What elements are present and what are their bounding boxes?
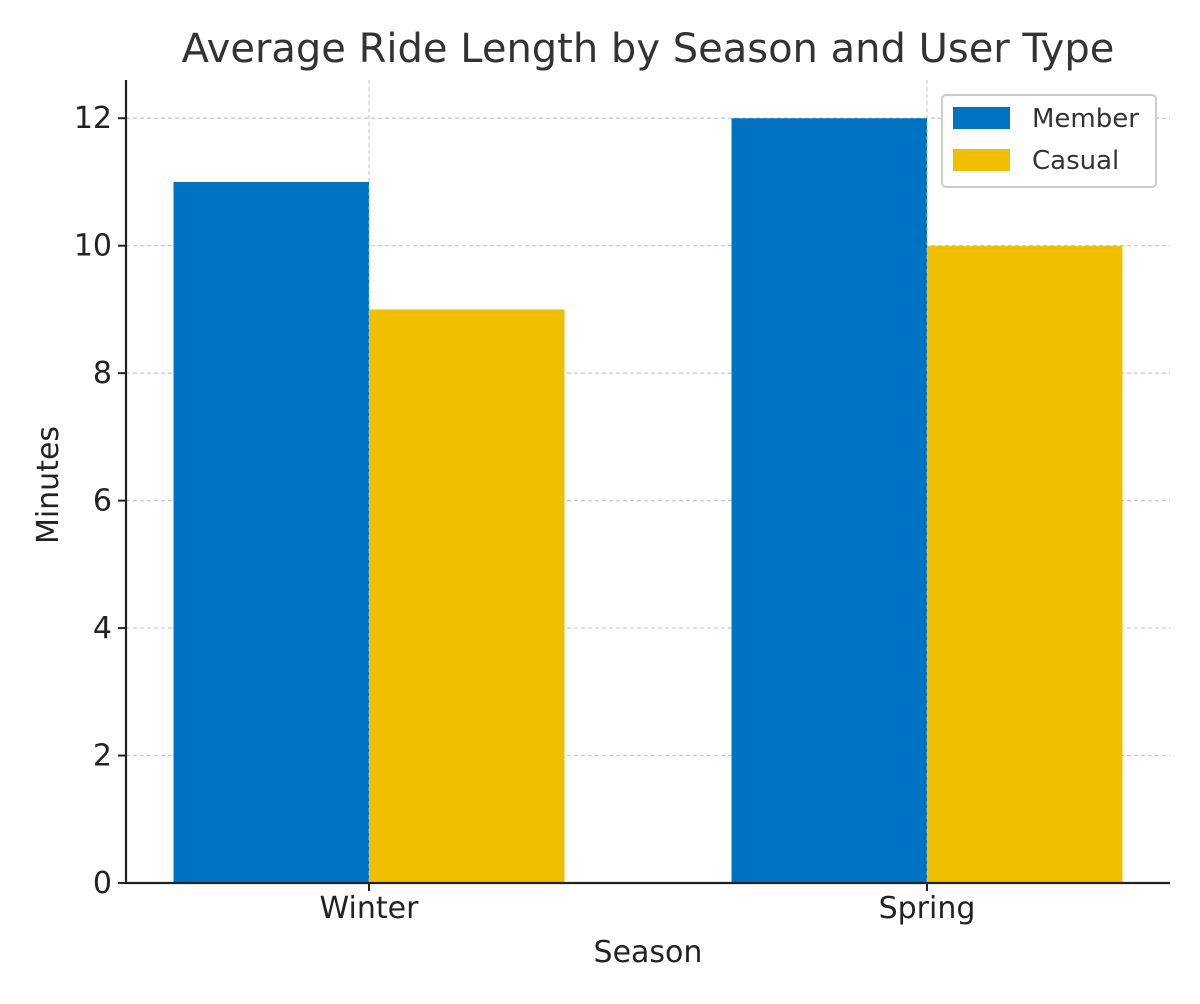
bar-casual-spring	[927, 245, 1123, 883]
legend: Member Casual	[941, 94, 1157, 188]
bar-member-spring	[731, 118, 927, 883]
y-tick-label: 8	[93, 356, 112, 391]
y-tick-label: 0	[93, 866, 112, 901]
legend-label-member: Member	[1032, 104, 1139, 134]
legend-swatch-casual	[953, 149, 1010, 171]
y-axis-label: Minutes	[31, 426, 66, 544]
legend-swatch-member	[953, 107, 1010, 129]
axes	[124, 80, 1170, 885]
y-tick-label: 6	[93, 484, 112, 519]
y-tick-label: 2	[93, 739, 112, 774]
bar-member-winter	[173, 181, 369, 883]
y-tick-label: 10	[74, 229, 112, 264]
bars-group	[173, 118, 1123, 883]
x-tick-label: Spring	[879, 891, 976, 926]
chart-title: Average Ride Length by Season and User T…	[182, 26, 1115, 72]
y-tick-label: 4	[93, 611, 112, 646]
x-tick-label: Winter	[320, 891, 420, 926]
y-axis-ticks: 0 2 4 6 8 10 12	[74, 101, 126, 901]
legend-label-casual: Casual	[1032, 146, 1119, 176]
y-tick-label: 12	[74, 101, 112, 136]
bar-casual-winter	[369, 309, 565, 883]
x-axis-ticks: Winter Spring	[320, 883, 976, 926]
x-axis-label: Season	[594, 935, 703, 970]
